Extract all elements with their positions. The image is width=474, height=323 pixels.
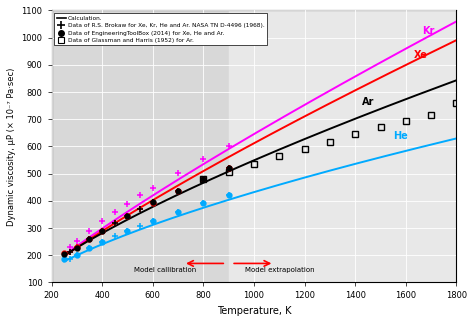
X-axis label: Temperature, K: Temperature, K	[217, 306, 291, 316]
Bar	[52, 10, 228, 283]
Bar	[228, 10, 456, 283]
Text: Model extrapolation: Model extrapolation	[245, 267, 314, 273]
Text: Ar: Ar	[362, 97, 374, 107]
Text: He: He	[393, 131, 408, 141]
Legend: Calculation., Data of R.S. Brokaw for Xe, Kr, He and Ar. NASA TN D-4496 (1968).,: Calculation., Data of R.S. Brokaw for Xe…	[55, 13, 267, 45]
Text: Xe: Xe	[414, 50, 428, 60]
Text: Model callibration: Model callibration	[134, 267, 197, 273]
Text: Kr: Kr	[422, 26, 435, 36]
Y-axis label: Dynamic viscosity, μP (× 10⁻⁷ Pa·sec): Dynamic viscosity, μP (× 10⁻⁷ Pa·sec)	[7, 67, 16, 226]
